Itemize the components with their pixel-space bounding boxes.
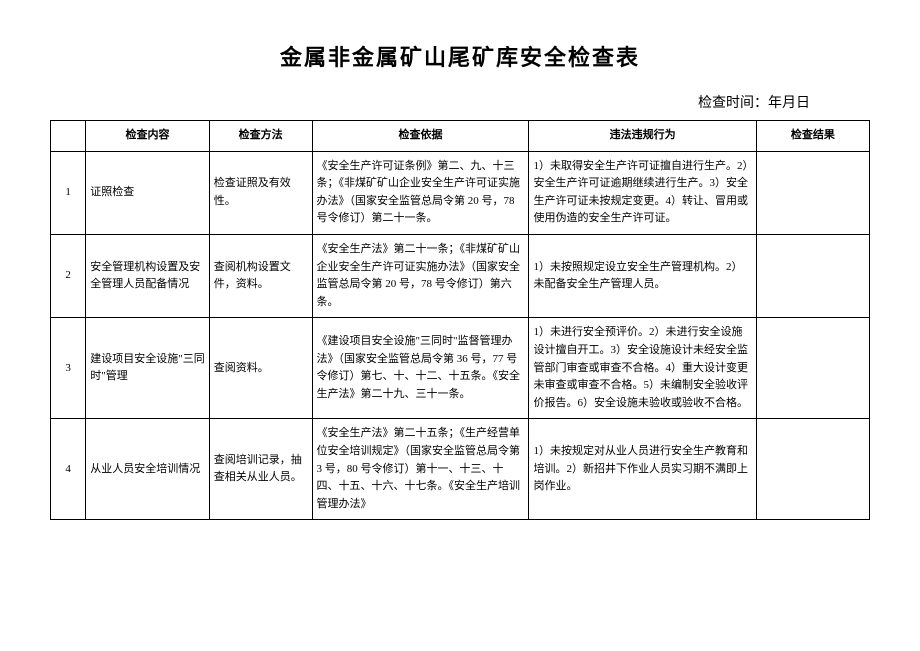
cell-method: 查阅机构设置文件，资料。 (209, 234, 312, 317)
inspection-table: 检查内容 检查方法 检查依据 违法违规行为 检查结果 1 证照检查 检查证照及有… (50, 120, 870, 520)
cell-content: 证照检查 (86, 151, 210, 234)
cell-num: 4 (51, 419, 86, 520)
cell-num: 2 (51, 234, 86, 317)
header-basis: 检查依据 (312, 121, 529, 152)
cell-method: 查阅培训记录，抽查相关从业人员。 (209, 419, 312, 520)
header-violation: 违法违规行为 (529, 121, 756, 152)
cell-basis: 《建设项目安全设施"三同时"监督管理办法》（国家安全监管总局令第 36 号，77… (312, 318, 529, 419)
table-row: 3 建设项目安全设施"三同时"管理 查阅资料。 《建设项目安全设施"三同时"监督… (51, 318, 870, 419)
cell-violation: 1）未按规定对从业人员进行安全生产教育和培训。2）新招井下作业人员实习期不满即上… (529, 419, 756, 520)
table-header-row: 检查内容 检查方法 检查依据 违法违规行为 检查结果 (51, 121, 870, 152)
cell-content: 建设项目安全设施"三同时"管理 (86, 318, 210, 419)
cell-result (756, 419, 869, 520)
cell-method: 查阅资料。 (209, 318, 312, 419)
cell-violation: 1）未按照规定设立安全生产管理机构。2）未配备安全生产管理人员。 (529, 234, 756, 317)
cell-content: 安全管理机构设置及安全管理人员配备情况 (86, 234, 210, 317)
check-time-label: 检查时间：年月日 (50, 92, 870, 112)
cell-method: 检查证照及有效性。 (209, 151, 312, 234)
cell-violation: 1）未进行安全预评价。2）未进行安全设施设计擅自开工。3）安全设施设计未经安全监… (529, 318, 756, 419)
table-row: 1 证照检查 检查证照及有效性。 《安全生产许可证条例》第二、九、十三条；《非煤… (51, 151, 870, 234)
cell-result (756, 151, 869, 234)
cell-violation: 1）未取得安全生产许可证擅自进行生产。2）安全生产许可证逾期继续进行生产。3）安… (529, 151, 756, 234)
cell-basis: 《安全生产许可证条例》第二、九、十三条；《非煤矿矿山企业安全生产许可证实施办法》… (312, 151, 529, 234)
header-num (51, 121, 86, 152)
header-method: 检查方法 (209, 121, 312, 152)
page-title: 金属非金属矿山尾矿库安全检查表 (50, 40, 870, 72)
cell-result (756, 318, 869, 419)
header-content: 检查内容 (86, 121, 210, 152)
cell-content: 从业人员安全培训情况 (86, 419, 210, 520)
cell-basis: 《安全生产法》第二十五条；《生产经营单位安全培训规定》（国家安全监管总局令第 3… (312, 419, 529, 520)
header-result: 检查结果 (756, 121, 869, 152)
cell-result (756, 234, 869, 317)
cell-num: 1 (51, 151, 86, 234)
cell-basis: 《安全生产法》第二十一条；《非煤矿矿山企业安全生产许可证实施办法》（国家安全监管… (312, 234, 529, 317)
table-row: 4 从业人员安全培训情况 查阅培训记录，抽查相关从业人员。 《安全生产法》第二十… (51, 419, 870, 520)
table-row: 2 安全管理机构设置及安全管理人员配备情况 查阅机构设置文件，资料。 《安全生产… (51, 234, 870, 317)
cell-num: 3 (51, 318, 86, 419)
